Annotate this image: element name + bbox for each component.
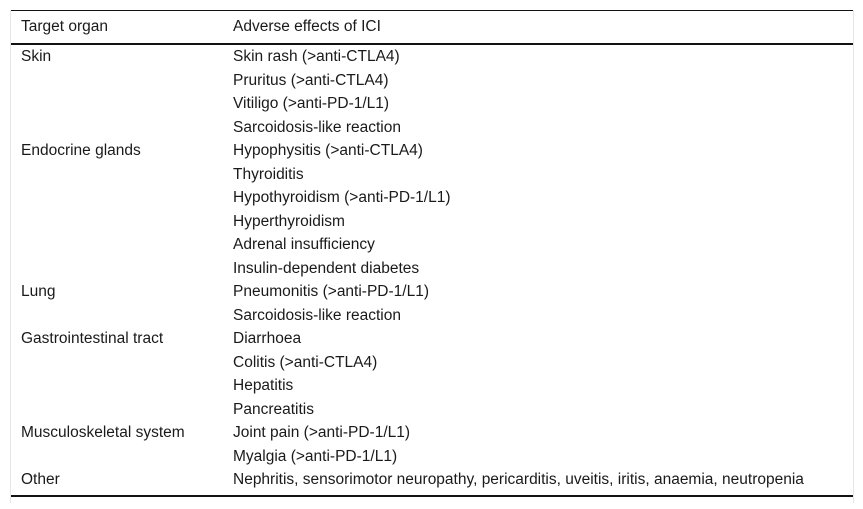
column-header-adverse-effects: Adverse effects of ICI (233, 18, 381, 35)
adverse-effect-item: Hypophysitis (>anti-CTLA4) (233, 142, 423, 159)
target-organ-cell: Musculoskeletal system (21, 424, 185, 441)
adverse-effects-cell: Nephritis, sensorimotor neuropathy, peri… (233, 468, 853, 492)
table-row: Gastrointestinal tract Diarrhoea Colitis … (11, 327, 853, 421)
adverse-effect-item: Hepatitis (233, 377, 294, 394)
target-organ-cell: Other (21, 471, 60, 488)
adverse-effect-item: Hypothyroidism (>anti-PD-1/L1) (233, 189, 451, 206)
adverse-effect-item: Diarrhoea (233, 330, 302, 347)
table-row: Skin Skin rash (>anti-CTLA4) Pruritus (>a… (11, 45, 853, 139)
adverse-effect-item: Myalgia (>anti-PD-1/L1) (233, 447, 398, 465)
adverse-effect-item: Hyperthyroidism (233, 212, 345, 230)
adverse-effect-item: Thyroiditis (233, 165, 304, 183)
adverse-effects-cell: Pneumonitis (>anti-PD-1/L1) Sarcoidosis-l… (233, 280, 853, 327)
table-row: Endocrine glands Hypophysitis (>anti-CTL… (11, 139, 853, 280)
table-rules-container: Target organ Adverse effects of ICI Skin… (11, 10, 853, 497)
table-row: Other Nephritis, sensorimotor neuropathy… (11, 468, 853, 492)
adverse-effect-item: Vitiligo (>anti-PD-1/L1) (233, 95, 390, 112)
table-body: Skin Skin rash (>anti-CTLA4) Pruritus (>a… (11, 45, 853, 495)
adverse-effect-item: Colitis (>anti-CTLA4) (233, 353, 378, 371)
adverse-effect-item: Joint pain (>anti-PD-1/L1) (233, 424, 411, 441)
table-row: Lung Pneumonitis (>anti-PD-1/L1) Sarcoido… (11, 280, 853, 327)
adverse-effects-cell: Hypophysitis (>anti-CTLA4) Thyroiditis Hyp… (233, 139, 853, 280)
table-row: Musculoskeletal system Joint pain (>anti… (11, 421, 853, 468)
adverse-effects-cell: Diarrhoea Colitis (>anti-CTLA4) Hepatitis P… (233, 327, 853, 421)
adverse-effect-item: Pneumonitis (>anti-PD-1/L1) (233, 283, 429, 300)
target-organ-cell: Skin (21, 48, 52, 65)
adverse-effect-item: Skin rash (>anti-CTLA4) (233, 48, 400, 65)
adverse-effects-table: Target organ Adverse effects of ICI Skin… (10, 10, 854, 503)
target-organ-cell: Endocrine glands (21, 142, 141, 159)
adverse-effect-item: Pancreatitis (233, 400, 314, 418)
adverse-effect-item: Sarcoidosis-like reaction (233, 118, 401, 136)
adverse-effect-item: Pruritus (>anti-CTLA4) (233, 71, 389, 89)
column-header-target-organ: Target organ (21, 18, 109, 35)
adverse-effect-item: Sarcoidosis-like reaction (233, 306, 401, 324)
table-header-row: Target organ Adverse effects of ICI (11, 11, 853, 45)
adverse-effects-cell: Joint pain (>anti-PD-1/L1) Myalgia (>anti… (233, 421, 853, 468)
adverse-effect-item: Nephritis, sensorimotor neuropathy, peri… (233, 471, 804, 488)
adverse-effect-item: Insulin-dependent diabetes (233, 259, 420, 277)
adverse-effects-cell: Skin rash (>anti-CTLA4) Pruritus (>anti-C… (233, 45, 853, 139)
target-organ-cell: Gastrointestinal tract (21, 330, 164, 347)
adverse-effect-item: Adrenal insufficiency (233, 236, 375, 253)
target-organ-cell: Lung (21, 283, 56, 300)
